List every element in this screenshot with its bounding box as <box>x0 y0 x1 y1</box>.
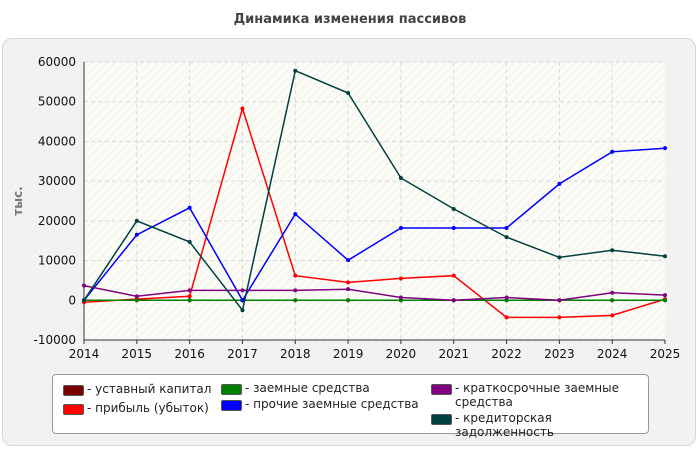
data-point-2 <box>293 298 298 303</box>
data-point-4 <box>240 288 245 293</box>
series-line-3 <box>83 147 666 302</box>
data-point-4 <box>187 288 192 293</box>
legend-label: - прибыль (убыток) <box>87 401 209 415</box>
data-point-2 <box>663 298 667 303</box>
data-point-5 <box>663 254 667 259</box>
data-point-2 <box>504 298 509 303</box>
data-point-4 <box>451 298 456 303</box>
data-point-4 <box>663 293 667 298</box>
x-tick-label: 2024 <box>597 347 628 361</box>
y-tick-label: 30000 <box>38 174 76 188</box>
data-point-5 <box>134 218 139 223</box>
data-point-2 <box>346 298 351 303</box>
chart-title: Динамика изменения пассивов <box>233 12 467 27</box>
legend-label: - краткосрочные заемные средства <box>455 381 619 409</box>
y-tick-label: 40000 <box>38 134 76 148</box>
data-point-3 <box>610 149 615 154</box>
y-tick-label: 50000 <box>38 95 76 109</box>
x-tick-label: 2014 <box>69 347 100 361</box>
data-point-5 <box>504 235 509 240</box>
legend-swatch <box>221 384 242 395</box>
legend-swatch <box>431 384 452 395</box>
data-point-3 <box>187 205 192 210</box>
series-line-4 <box>83 284 666 302</box>
legend-item: - прочие заемные средства <box>221 397 419 411</box>
data-point-2 <box>187 298 192 303</box>
data-point-5 <box>346 90 351 95</box>
data-point-2 <box>398 298 403 303</box>
data-point-3 <box>557 181 562 186</box>
legend-label: - кредиторская задолженность <box>455 411 554 439</box>
data-point-5 <box>82 298 86 303</box>
legend-item: - прибыль (убыток) <box>63 401 209 415</box>
data-point-1 <box>451 273 456 278</box>
data-point-4 <box>293 288 298 293</box>
data-point-1 <box>240 106 245 111</box>
data-point-5 <box>398 175 403 180</box>
data-point-3 <box>663 146 667 151</box>
x-tick-label: 2019 <box>333 347 364 361</box>
data-point-3 <box>451 226 456 231</box>
data-point-5 <box>293 68 298 73</box>
data-point-4 <box>346 287 351 292</box>
legend-swatch <box>63 385 84 396</box>
legend-label: - заемные средства <box>245 381 370 395</box>
data-point-5 <box>451 206 456 211</box>
legend-swatch <box>63 404 84 415</box>
data-point-1 <box>346 280 351 285</box>
y-axis-title: тыс. <box>11 186 25 215</box>
series-line-5 <box>83 69 666 312</box>
data-point-4 <box>398 295 403 300</box>
legend-label: - уставный капитал <box>87 382 212 396</box>
data-point-3 <box>398 226 403 231</box>
data-point-2 <box>134 298 139 303</box>
data-point-4 <box>557 298 562 303</box>
data-point-3 <box>134 232 139 237</box>
legend-swatch <box>431 414 452 425</box>
data-point-1 <box>398 276 403 281</box>
x-tick-label: 2015 <box>122 347 153 361</box>
data-point-1 <box>293 273 298 278</box>
data-point-3 <box>293 212 298 217</box>
legend-item: - заемные средства <box>221 381 370 395</box>
y-tick-label: 0 <box>68 293 76 307</box>
series-line-1 <box>83 105 666 319</box>
y-tick-label: 60000 <box>38 55 76 69</box>
data-point-5 <box>240 308 245 313</box>
y-tick-label: -10000 <box>33 333 76 347</box>
data-point-3 <box>240 298 245 303</box>
data-point-5 <box>187 239 192 244</box>
data-point-4 <box>82 283 86 288</box>
legend-item: - уставный капитал <box>63 382 211 396</box>
data-point-3 <box>346 258 351 263</box>
y-tick-label: 10000 <box>38 254 76 268</box>
x-tick-label: 2021 <box>438 347 469 361</box>
data-point-1 <box>187 294 192 299</box>
data-point-2 <box>610 298 615 303</box>
y-tick-label: 20000 <box>38 214 76 228</box>
data-point-1 <box>610 313 615 318</box>
legend-item: - кредиторская задолженность <box>431 411 648 439</box>
data-point-4 <box>134 294 139 299</box>
x-tick-label: 2016 <box>174 347 205 361</box>
x-tick-label: 2025 <box>650 347 681 361</box>
x-tick-label: 2023 <box>544 347 575 361</box>
data-point-3 <box>504 226 509 231</box>
chart-legend: - уставный капитал - прибыль (убыток) - за… <box>52 374 649 439</box>
legend-swatch <box>221 400 242 411</box>
x-tick-label: 2022 <box>491 347 522 361</box>
data-point-4 <box>610 290 615 295</box>
data-point-1 <box>557 315 562 320</box>
data-point-5 <box>557 255 562 260</box>
data-point-1 <box>504 315 509 320</box>
data-point-4 <box>504 295 509 300</box>
legend-label: - прочие заемные средства <box>245 397 419 411</box>
legend-item: - краткосрочные заемные средства <box>431 381 631 409</box>
x-tick-label: 2020 <box>386 347 417 361</box>
x-tick-label: 2018 <box>280 347 311 361</box>
x-tick-label: 2017 <box>227 347 258 361</box>
data-point-5 <box>610 248 615 253</box>
